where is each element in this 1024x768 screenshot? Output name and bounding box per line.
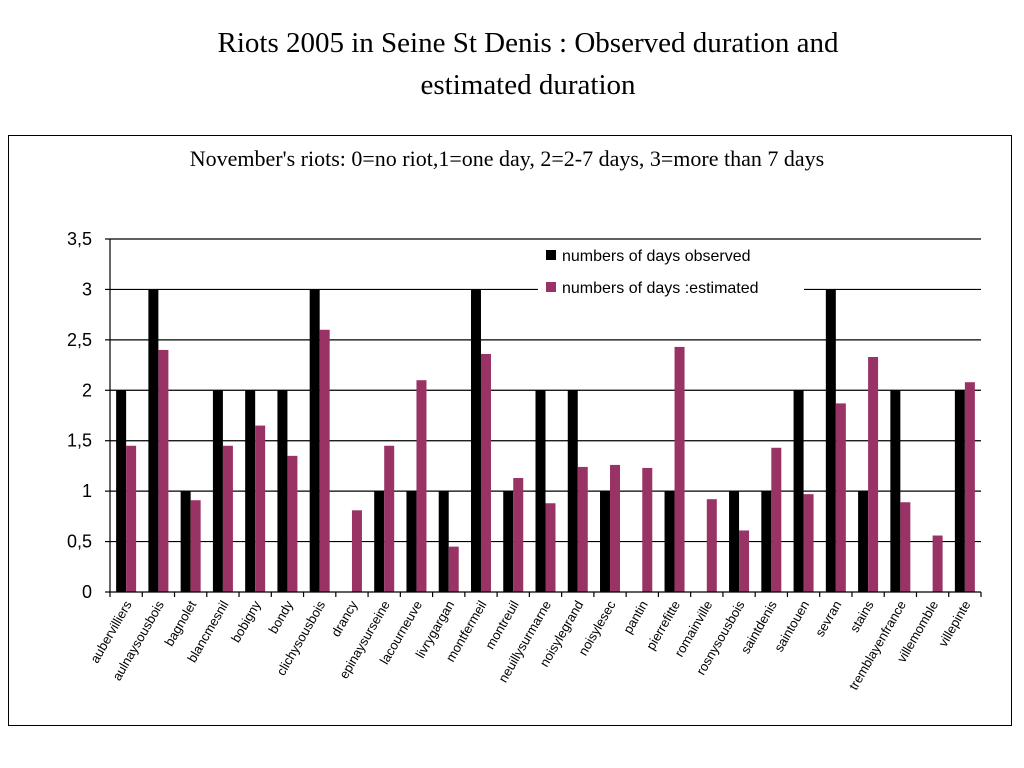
y-tick-label: 0 [82,582,92,602]
x-tick-label: bobigny [228,598,264,645]
bar-observed [116,390,127,592]
bar-observed [567,390,578,592]
x-tick-label: sevran [812,598,845,639]
bar-estimated [932,535,943,592]
bar-estimated [319,329,330,592]
y-tick-label: 2,5 [67,330,92,350]
bar-estimated [222,445,233,592]
bar-estimated [610,464,621,592]
bar-estimated [577,466,588,592]
legend: numbers of days observed numbers of days … [538,240,804,304]
bar-observed [535,390,546,592]
x-tick-label: drancy [328,598,361,640]
bar-estimated [190,500,201,592]
bar-estimated [351,510,362,592]
bar-estimated [545,503,556,592]
x-tick-labels: aubervilliersaulnaysousboisbagnoletblanc… [87,598,973,693]
bar-observed [374,491,385,592]
bar-observed [148,289,159,592]
bar-estimated [287,455,298,592]
bar-observed [954,390,965,592]
bar-estimated [739,530,750,592]
bar-observed [438,491,449,592]
legend-swatch [546,250,556,260]
y-tick-label: 1 [82,481,92,501]
bar-observed [470,289,481,592]
bar-observed [245,390,256,592]
bars [116,289,975,592]
bar-estimated [126,445,137,592]
bar-estimated [642,467,653,592]
bar-estimated [255,425,266,592]
slide-title: Riots 2005 in Seine St Denis : Observed … [0,22,1024,106]
bar-estimated [384,445,395,592]
slide-title-line1: Riots 2005 in Seine St Denis : Observed … [217,27,839,59]
y-tick-label: 1,5 [67,431,92,451]
bar-estimated [480,353,491,592]
legend-box [538,240,804,304]
y-tick-label: 3 [82,279,92,299]
bar-observed [309,289,320,592]
bar-estimated [771,447,782,592]
bar-observed [406,491,417,592]
x-tick-label: bondy [265,598,296,637]
bar-estimated [706,499,717,592]
y-tick-label: 0,5 [67,532,92,552]
bar-estimated [964,382,975,592]
chart-title: November's riots: 0=no riot,1=one day, 2… [189,146,825,171]
x-tick-label: stains [847,598,877,635]
legend-swatch [546,282,556,292]
bar-estimated [803,494,814,592]
slide-title-line2: estimated duration [420,69,636,101]
bar-observed [503,491,514,592]
bar-estimated [448,546,459,592]
y-tick-label: 2 [82,380,92,400]
bar-estimated [158,349,169,592]
bar-estimated [835,403,846,592]
bar-estimated [868,357,879,592]
bar-observed [793,390,804,592]
bar-observed [761,491,772,592]
bar-observed [277,390,288,592]
bar-observed [890,390,901,592]
bar-observed [600,491,611,592]
bar-observed [180,491,191,592]
legend-label: numbers of days observed [562,248,751,265]
y-tick-labels: 0 0,5 1 1,5 2 2,5 3 3,5 [67,229,92,602]
bar-observed [729,491,740,592]
bar-estimated [416,380,427,592]
x-tick-label: pantin [620,598,651,636]
bar-estimated [513,478,524,592]
bar-observed [825,289,836,592]
bar-observed [858,491,869,592]
legend-label: numbers of days :estimated [562,280,759,297]
bar-observed [664,491,675,592]
bar-estimated [674,346,685,592]
chart-frame [8,135,1012,726]
bar-estimated [900,502,911,592]
y-tick-label: 3,5 [67,229,92,249]
axes [105,238,982,597]
bar-observed [212,390,223,592]
